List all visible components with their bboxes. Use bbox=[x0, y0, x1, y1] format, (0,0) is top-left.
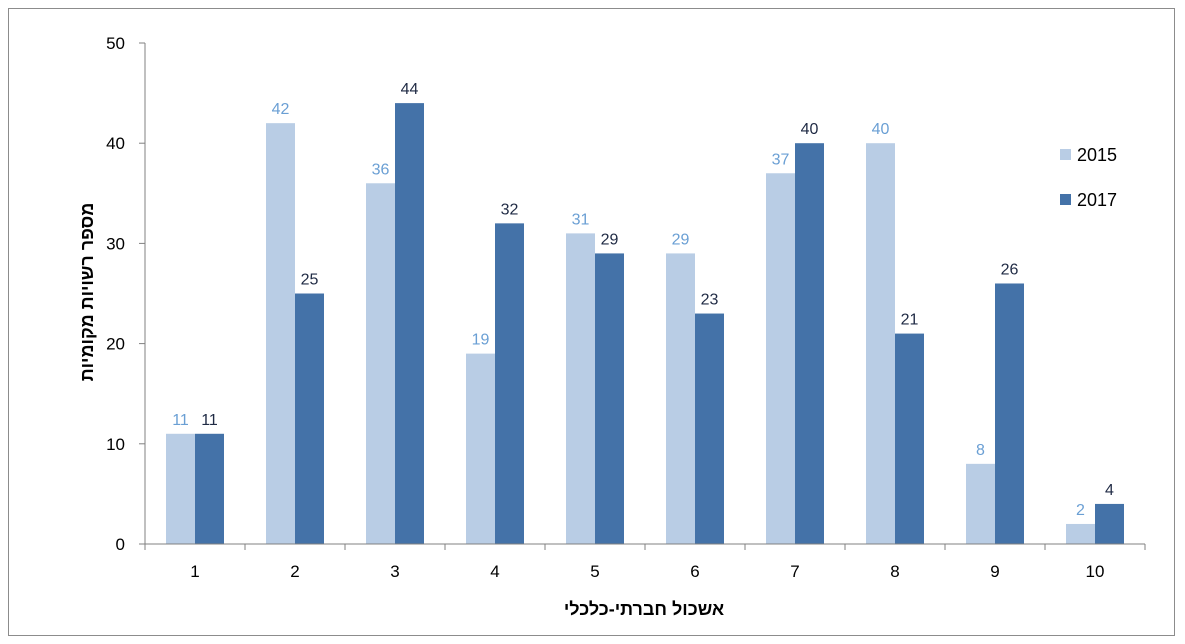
bar-2015-cat-10 bbox=[1066, 523, 1095, 544]
data-label-2015-cat-7: 37 bbox=[772, 151, 790, 168]
data-label-2017-cat-3: 44 bbox=[401, 81, 419, 98]
data-label-2017-cat-7: 40 bbox=[801, 121, 819, 138]
legend-swatch-2017 bbox=[1060, 194, 1071, 205]
data-label-2015-cat-6: 29 bbox=[672, 231, 690, 248]
x-tick-label-8: 8 bbox=[890, 562, 899, 581]
legend: 2015 2017 bbox=[1060, 145, 1117, 210]
x-tick-label-10: 10 bbox=[1086, 562, 1105, 581]
bar-2017-cat-1 bbox=[195, 433, 224, 544]
data-label-2015-cat-5: 31 bbox=[572, 211, 590, 228]
y-tick-label-50: 50 bbox=[106, 34, 125, 53]
bar-2015-cat-7 bbox=[766, 173, 795, 544]
y-tick-label-20: 20 bbox=[106, 335, 125, 354]
bar-2017-cat-6 bbox=[695, 313, 724, 544]
data-labels-layer: 11 11 42 25 36 44 19 32 31 29 29 23 37 40 40 21 8 26 2 4 bbox=[172, 81, 1114, 519]
bars-layer bbox=[166, 103, 1124, 545]
bar-2015-cat-9 bbox=[966, 463, 995, 544]
bar-2017-cat-9 bbox=[995, 283, 1024, 544]
data-label-2015-cat-8: 40 bbox=[872, 121, 890, 138]
data-label-2015-cat-2: 42 bbox=[272, 101, 290, 118]
y-axis-title: מספר רשויות מקומיות bbox=[77, 203, 97, 382]
bar-2015-cat-2 bbox=[266, 123, 295, 544]
y-tick-label-40: 40 bbox=[106, 134, 125, 153]
x-tick-label-3: 3 bbox=[390, 562, 399, 581]
data-label-2017-cat-8: 21 bbox=[901, 312, 919, 329]
data-label-2017-cat-1: 11 bbox=[201, 412, 218, 429]
x-tick-label-2: 2 bbox=[290, 562, 299, 581]
x-tick-label-7: 7 bbox=[790, 562, 799, 581]
bar-2015-cat-8 bbox=[866, 143, 895, 544]
data-label-2015-cat-10: 2 bbox=[1076, 502, 1085, 519]
x-tick-label-1: 1 bbox=[190, 562, 199, 581]
data-label-2015-cat-4: 19 bbox=[472, 332, 490, 349]
bar-2015-cat-4 bbox=[466, 353, 495, 544]
legend-label-2015: 2015 bbox=[1077, 145, 1117, 165]
data-label-2015-cat-3: 36 bbox=[372, 161, 390, 178]
bar-2017-cat-3 bbox=[395, 103, 424, 545]
x-tick-label-4: 4 bbox=[490, 562, 499, 581]
bar-2015-cat-5 bbox=[566, 233, 595, 544]
bar-2017-cat-10 bbox=[1095, 503, 1124, 544]
bar-2015-cat-6 bbox=[666, 253, 695, 545]
y-tick-label-30: 30 bbox=[106, 234, 125, 253]
bar-2017-cat-5 bbox=[595, 253, 624, 545]
x-tick-label-5: 5 bbox=[590, 562, 599, 581]
data-label-2017-cat-6: 23 bbox=[701, 292, 719, 309]
bar-2017-cat-4 bbox=[495, 223, 524, 545]
data-label-2017-cat-2: 25 bbox=[301, 272, 319, 289]
bar-2017-cat-2 bbox=[295, 293, 324, 544]
x-tick-label-9: 9 bbox=[990, 562, 999, 581]
data-label-2017-cat-5: 29 bbox=[601, 231, 619, 248]
x-axis-title: אשכול חברתי-כלכלי bbox=[564, 599, 724, 619]
x-tick-label-6: 6 bbox=[690, 562, 699, 581]
y-tick-label-0: 0 bbox=[116, 535, 125, 554]
legend-swatch-2015 bbox=[1060, 149, 1071, 160]
bar-2017-cat-7 bbox=[795, 143, 824, 544]
data-label-2017-cat-9: 26 bbox=[1001, 261, 1019, 278]
data-label-2015-cat-9: 8 bbox=[976, 442, 985, 459]
legend-label-2017: 2017 bbox=[1077, 190, 1117, 210]
data-label-2015-cat-1: 11 bbox=[172, 412, 189, 429]
y-tick-label-10: 10 bbox=[106, 435, 125, 454]
bar-2015-cat-1 bbox=[166, 433, 195, 544]
bar-2015-cat-3 bbox=[366, 183, 395, 544]
data-label-2017-cat-4: 32 bbox=[501, 201, 519, 218]
bar-2017-cat-8 bbox=[895, 333, 924, 544]
data-label-2017-cat-10: 4 bbox=[1105, 482, 1114, 499]
